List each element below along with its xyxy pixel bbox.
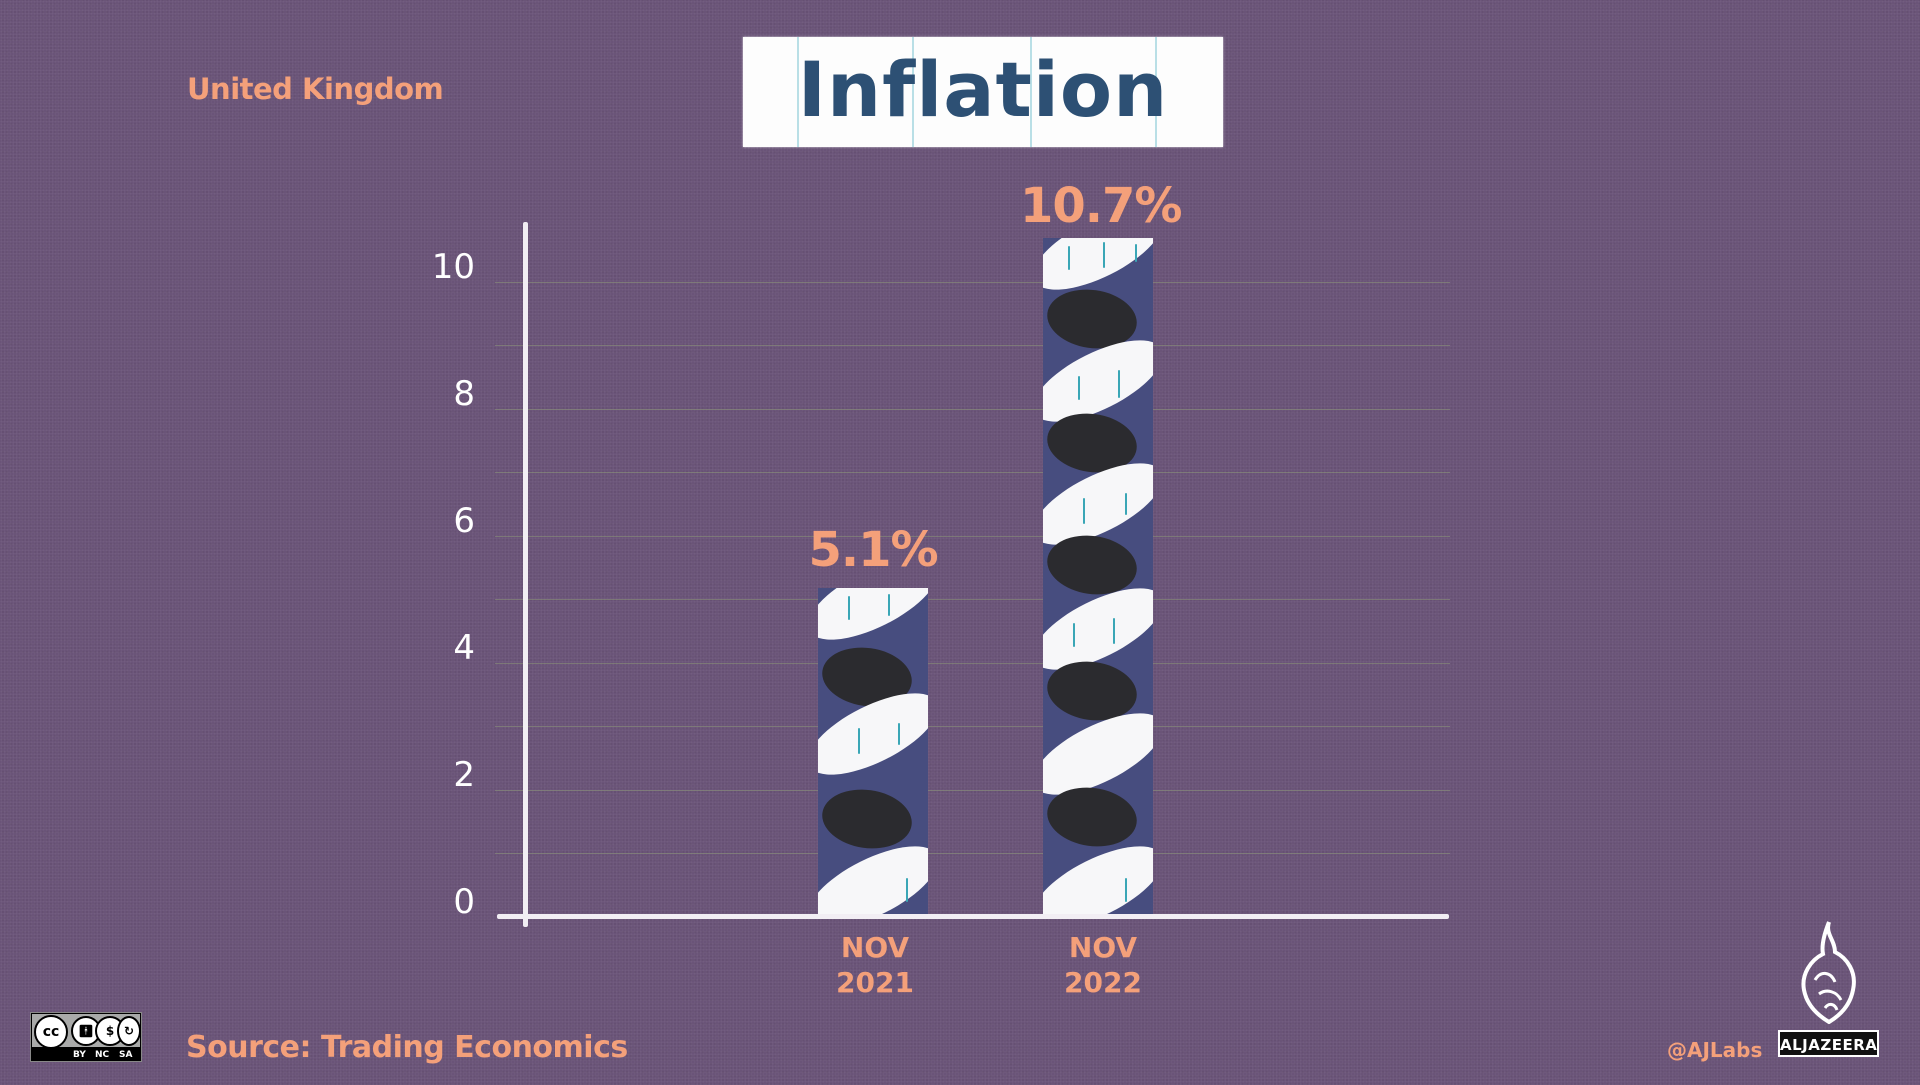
x-tick-label-nov-2022: NOV 2022 (1033, 930, 1173, 1000)
gridline (495, 853, 1450, 854)
gridline (495, 663, 1450, 664)
y-tick-label: 8 (453, 374, 475, 414)
bar-value-label: 5.1% (808, 522, 938, 578)
paper-rule (797, 37, 799, 147)
cc-nc-label: NC (95, 1050, 110, 1060)
bar-texture (1113, 618, 1115, 644)
gridline (495, 536, 1450, 537)
gridline (495, 599, 1450, 600)
x-axis (497, 914, 1449, 919)
source-label: Source: Trading Economics (186, 1030, 628, 1065)
gridline (495, 790, 1450, 791)
title-card: Inflation (743, 37, 1223, 147)
paper-rule (1155, 37, 1157, 147)
bar-texture (1125, 493, 1127, 515)
cc-sa-label: SA (119, 1050, 133, 1060)
bar-texture (1068, 246, 1070, 270)
y-axis (523, 222, 528, 927)
bar-texture (1118, 370, 1120, 398)
aj-labs-handle: @AJLabs (1667, 1038, 1763, 1062)
bar-value-label: 10.7% (1020, 178, 1183, 234)
cc-license-badge: cc 🚹︎ $ ↻ BY NC SA (30, 1012, 142, 1062)
bar-texture (858, 728, 860, 754)
paper-rule (1030, 37, 1032, 147)
y-tick-label: 2 (453, 755, 475, 795)
gridline (495, 726, 1450, 727)
bar-texture (1078, 376, 1080, 400)
cc-icon: cc (34, 1015, 68, 1049)
cc-by-label: BY (73, 1050, 86, 1060)
gridline (495, 345, 1450, 346)
y-tick-label: 0 (453, 882, 475, 922)
x-tick-label-nov-2021: NOV 2021 (805, 930, 945, 1000)
paper-rule (912, 37, 914, 147)
gridline (495, 282, 1450, 283)
bar-texture (1073, 623, 1075, 647)
bar-texture (1135, 244, 1137, 262)
bar-texture (1083, 498, 1085, 524)
bar-nov-2021 (818, 588, 928, 917)
bar-texture (888, 594, 890, 616)
x-tick-year: 2021 (836, 966, 914, 999)
gridline (495, 409, 1450, 410)
aljazeera-wordmark: ALJAZEERA (1778, 1030, 1879, 1057)
y-tick-label: 4 (453, 628, 475, 668)
aljazeera-calligraphy-logo-icon (1795, 920, 1863, 1025)
bar-texture (906, 878, 908, 902)
bar-texture (818, 588, 928, 657)
gridline (495, 472, 1450, 473)
y-tick-label: 6 (453, 501, 475, 541)
x-tick-year: 2022 (1064, 966, 1142, 999)
bar-texture (818, 784, 916, 854)
bar-texture (848, 596, 850, 620)
x-tick-month: NOV (840, 931, 910, 964)
bar-texture (898, 723, 900, 745)
chart-title: Inflation (797, 45, 1169, 134)
share-alike-icon: ↻ (117, 1016, 141, 1046)
country-label: United Kingdom (187, 72, 444, 106)
y-tick-label: 10 (431, 247, 475, 287)
attribution-person-icon: 🚹︎ (71, 1016, 101, 1046)
bar-nov-2022 (1043, 238, 1153, 917)
bar-texture (1103, 242, 1105, 268)
x-tick-month: NOV (1068, 931, 1138, 964)
bar-texture (1125, 878, 1127, 902)
